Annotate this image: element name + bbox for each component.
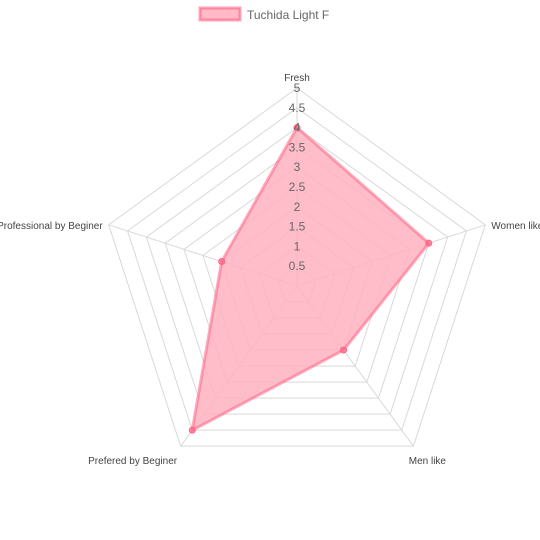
tick-label: 2.5 [289,180,306,194]
data-point[interactable] [293,124,301,132]
legend-swatch [198,6,242,22]
legend-label: Tuchida Light F [247,8,329,22]
data-point[interactable] [425,239,433,247]
data-point[interactable] [340,346,348,354]
legend-item[interactable]: Tuchida Light F [198,6,329,22]
tick-label: 2 [294,200,301,214]
axis-label: Women like [491,221,540,232]
axis-label: Professional by Beginer [0,221,103,232]
axis-label: Fresh [284,73,310,84]
grid-ring [145,126,449,415]
axis-label: Prefered by Beginer [88,456,178,467]
series-area [190,126,431,432]
grid-ring [108,87,486,447]
tick-label: 3 [294,160,301,174]
tick-label: 5 [294,81,301,95]
tick-label: 4.5 [289,101,306,115]
data-point[interactable] [188,426,196,434]
tick-label: 1 [294,239,301,253]
data-point[interactable] [218,258,226,266]
tick-label: 4 [294,121,301,135]
axis-label: Men like [409,456,447,467]
grid-ring [126,107,468,431]
legend: Tuchida Light F [198,6,329,22]
radial-tick-labels: 0.5 1 1.5 2 2.5 3 3.5 4 4.5 5 [289,81,306,273]
axis-point-labels: Fresh Women like Men like Prefered by Begin… [0,73,540,467]
tick-label: 3.5 [289,140,306,154]
radar-series [188,124,433,434]
tick-label: 1.5 [289,220,306,234]
tick-label: 0.5 [289,259,306,273]
